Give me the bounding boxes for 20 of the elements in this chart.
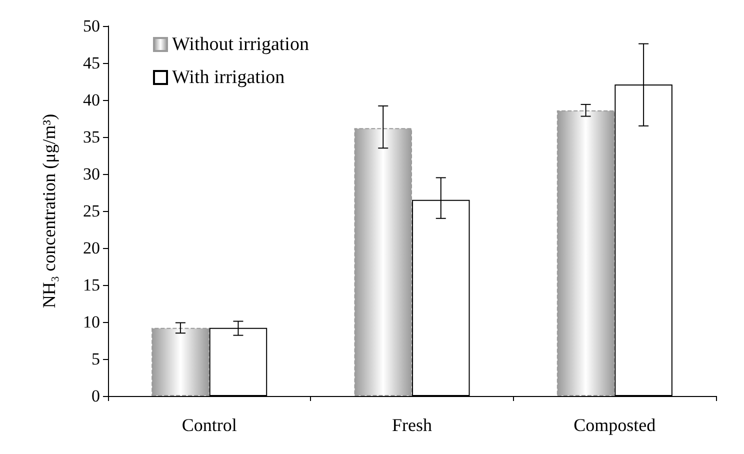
x-tick-label: Fresh [392,415,432,435]
y-tick-label: 50 [83,16,100,36]
legend-label: Without irrigation [172,34,310,55]
y-tick-label: 0 [92,386,100,406]
y-tick-label: 10 [83,312,100,332]
x-tick-label: Composted [574,415,656,435]
y-tick-label: 20 [83,238,100,258]
bar [152,328,210,396]
bar [556,110,615,396]
y-axis-title: NH₃ concentration (μg/m³) [39,114,59,308]
bar [354,128,412,396]
y-tick-label: 5 [92,350,100,368]
legend-label: With irrigation [172,67,286,88]
y-tick-label: 45 [83,54,100,72]
x-tick-label: Control [182,415,237,435]
y-tick-label: 15 [83,276,100,294]
y-tick-label: 25 [83,202,100,220]
y-tick-label: 35 [83,128,100,146]
y-tick-label: 30 [83,164,100,184]
y-tick-label: 40 [83,90,100,110]
